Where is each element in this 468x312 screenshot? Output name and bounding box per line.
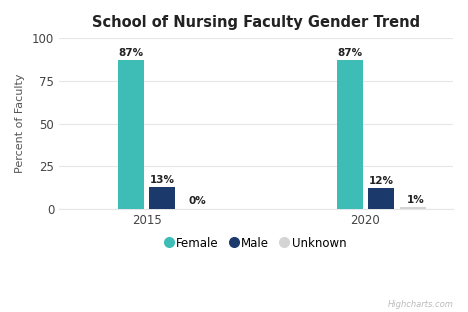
Text: Highcharts.com: Highcharts.com	[388, 300, 454, 309]
Text: 13%: 13%	[150, 175, 175, 185]
Bar	[149, 187, 176, 209]
Text: 87%: 87%	[337, 48, 362, 58]
Y-axis label: Percent of Faculty: Percent of Faculty	[15, 74, 25, 173]
Bar	[400, 207, 426, 209]
Bar	[336, 60, 363, 209]
Title: School of Nursing Faculty Gender Trend: School of Nursing Faculty Gender Trend	[92, 15, 420, 30]
Bar	[118, 60, 144, 209]
Text: 1%: 1%	[407, 195, 425, 205]
Bar	[368, 188, 395, 209]
Text: 0%: 0%	[188, 197, 206, 207]
Legend: Female, Male, Unknown: Female, Male, Unknown	[161, 232, 351, 254]
Text: 87%: 87%	[118, 48, 143, 58]
Text: 12%: 12%	[369, 176, 394, 187]
